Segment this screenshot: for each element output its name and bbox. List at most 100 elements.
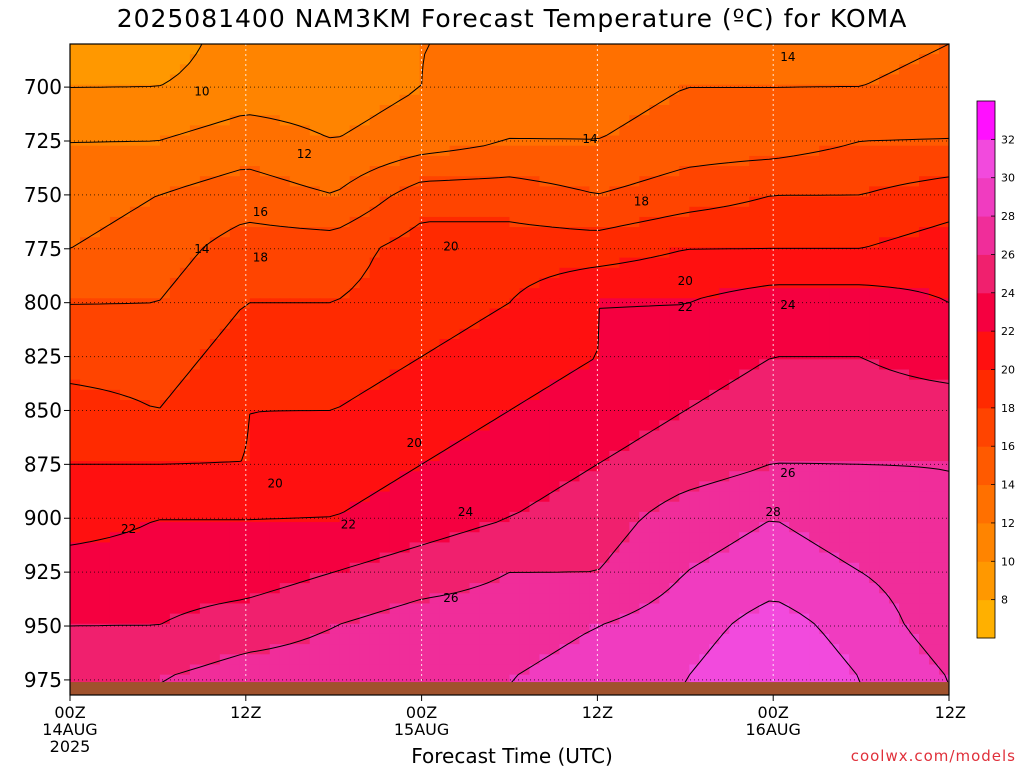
temperature-cell xyxy=(419,613,431,625)
temperature-cell xyxy=(629,450,640,462)
temperature-cell xyxy=(289,593,301,605)
temperature-cell xyxy=(259,420,271,432)
temperature-cell xyxy=(749,522,760,533)
temperature-cell xyxy=(379,430,391,442)
temperature-cell xyxy=(739,44,750,55)
temperature-cell xyxy=(769,603,780,615)
temperature-cell xyxy=(499,105,511,116)
temperature-cell xyxy=(899,227,910,238)
temperature-cell xyxy=(379,155,391,167)
temperature-cell xyxy=(319,461,331,472)
temperature-cell xyxy=(509,552,521,564)
temperature-cell xyxy=(629,237,640,249)
temperature-cell xyxy=(589,206,600,218)
temperature-cell xyxy=(699,501,710,513)
temperature-cell xyxy=(849,298,860,310)
temperature-cell xyxy=(579,349,591,360)
temperature-cell xyxy=(469,64,481,76)
temperature-cell xyxy=(479,328,491,340)
temperature-cell xyxy=(299,54,311,65)
temperature-cell xyxy=(209,369,221,381)
temperature-cell xyxy=(309,298,321,310)
temperature-cell xyxy=(799,267,810,279)
temperature-cell xyxy=(659,298,670,310)
temperature-cell xyxy=(139,105,151,116)
temperature-cell xyxy=(329,430,341,442)
temperature-cell xyxy=(79,105,91,116)
temperature-cell xyxy=(559,440,571,452)
temperature-cell xyxy=(499,155,511,167)
temperature-cell xyxy=(429,196,441,208)
temperature-cell xyxy=(859,593,870,605)
temperature-cell xyxy=(219,450,231,462)
temperature-cell xyxy=(929,277,940,289)
temperature-cell xyxy=(299,155,311,167)
temperature-cell xyxy=(639,410,650,421)
temperature-cell xyxy=(259,471,271,482)
temperature-cell xyxy=(919,562,930,574)
temperature-cell xyxy=(939,145,949,157)
temperature-cell xyxy=(719,44,730,55)
temperature-cell xyxy=(159,115,171,126)
temperature-cell xyxy=(589,338,600,350)
temperature-cell xyxy=(639,501,650,513)
temperature-cell xyxy=(609,501,620,513)
temperature-cell xyxy=(729,552,740,564)
temperature-cell xyxy=(329,593,341,605)
temperature-cell xyxy=(789,277,800,289)
temperature-cell xyxy=(449,84,461,96)
temperature-cell xyxy=(579,227,591,238)
temperature-cell xyxy=(539,196,551,208)
temperature-cell xyxy=(479,257,491,269)
temperature-cell xyxy=(769,54,780,65)
temperature-cell xyxy=(589,54,600,65)
temperature-cell xyxy=(79,216,91,228)
temperature-cell xyxy=(119,196,131,208)
temperature-cell xyxy=(749,440,760,452)
temperature-cell xyxy=(399,125,411,137)
temperature-cell xyxy=(599,511,610,523)
temperature-cell xyxy=(649,491,660,503)
temperature-cell xyxy=(279,389,291,401)
temperature-cell xyxy=(729,64,740,76)
temperature-cell xyxy=(599,552,610,564)
temperature-cell xyxy=(249,74,261,86)
temperature-cell xyxy=(599,522,610,533)
temperature-cell xyxy=(429,166,441,177)
temperature-cell xyxy=(709,196,720,208)
temperature-cell xyxy=(529,572,541,584)
temperature-cell xyxy=(639,522,650,533)
temperature-cell xyxy=(349,420,361,432)
temperature-cell xyxy=(179,298,191,310)
temperature-cell xyxy=(509,349,521,360)
temperature-cell xyxy=(689,216,700,228)
temperature-cell xyxy=(189,145,201,157)
temperature-cell xyxy=(629,115,640,126)
temperature-cell xyxy=(919,572,930,584)
temperature-cell xyxy=(729,400,740,411)
temperature-cell xyxy=(249,94,261,106)
temperature-cell xyxy=(869,318,880,330)
temperature-cell xyxy=(439,552,451,564)
temperature-cell xyxy=(199,338,211,350)
temperature-cell xyxy=(239,583,251,594)
temperature-cell xyxy=(779,186,790,198)
temperature-cell xyxy=(429,288,441,299)
temperature-cell xyxy=(809,155,820,167)
temperature-cell xyxy=(719,247,730,259)
temperature-cell xyxy=(299,267,311,279)
temperature-cell xyxy=(249,176,261,188)
temperature-cell xyxy=(639,277,650,289)
temperature-cell xyxy=(99,338,111,350)
temperature-cell xyxy=(519,247,531,259)
temperature-cell xyxy=(339,74,351,86)
temperature-cell xyxy=(159,196,171,208)
temperature-cell xyxy=(339,481,351,493)
temperature-cell xyxy=(619,186,630,198)
temperature-cell xyxy=(609,471,620,482)
temperature-cell xyxy=(919,257,930,269)
temperature-cell xyxy=(389,410,401,421)
temperature-cell xyxy=(619,308,630,320)
temperature-cell xyxy=(829,501,840,513)
temperature-cell xyxy=(319,338,331,350)
